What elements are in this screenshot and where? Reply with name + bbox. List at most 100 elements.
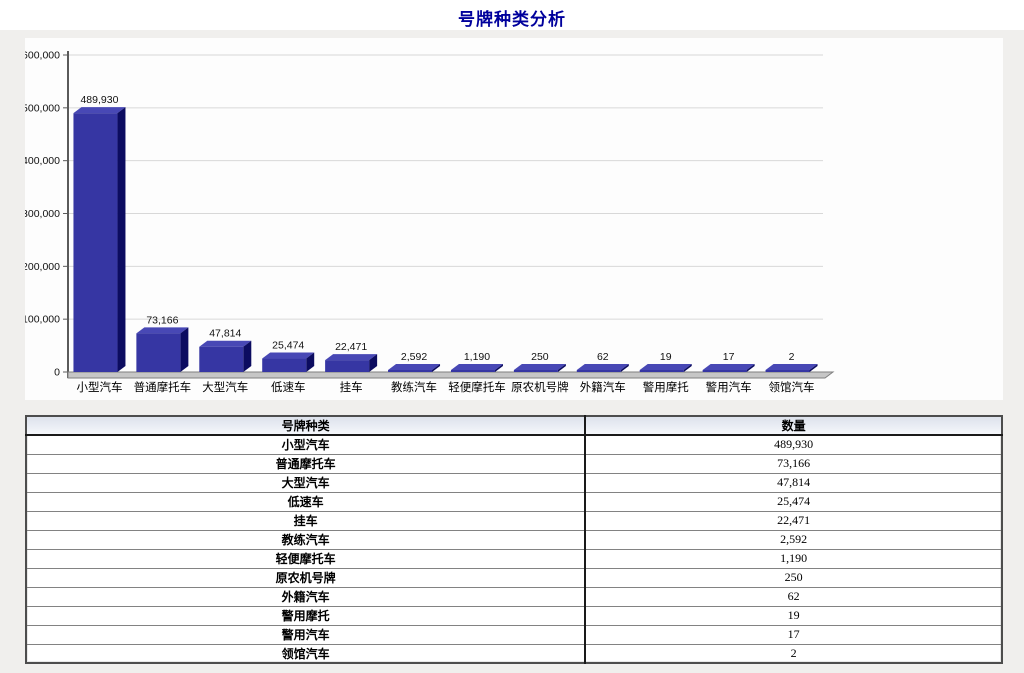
bar-value-label: 250	[531, 351, 549, 363]
table-row: 轻便摩托车 1,190	[26, 549, 1002, 569]
bar-top-face	[262, 352, 315, 359]
x-axis-category-label: 原农机号牌	[511, 380, 569, 394]
count-cell: 73,166	[585, 454, 1002, 474]
plate-type-cell: 低速车	[26, 492, 587, 512]
bar-value-label: 73,166	[146, 314, 178, 326]
table-row: 原农机号牌 250	[26, 568, 1002, 588]
count-cell: 2	[790, 645, 797, 660]
table-row: 低速车 25,474	[26, 492, 1002, 512]
bar	[388, 370, 433, 372]
bar-value-label: 19	[660, 351, 672, 363]
plate-type-cell: 小型汽车	[26, 435, 587, 455]
bar-side-face	[809, 364, 818, 372]
plate-type-cell: 大型汽车	[26, 473, 587, 493]
x-axis-category-label: 警用汽车	[706, 380, 752, 394]
y-axis-tick-label: 500,000	[25, 102, 60, 114]
plate-type-cell: 原农机号牌	[26, 568, 587, 588]
bar-side-face	[432, 364, 441, 372]
bar-value-label: 22,471	[335, 341, 367, 353]
chart-panel: 0 100,000 200,000 300,000 400,000 500,000 600,…	[25, 38, 1003, 400]
bar-top-face	[576, 364, 629, 370]
plate-type-cell: 警用摩托	[26, 606, 587, 626]
count-cell: 489,930	[585, 435, 1002, 455]
x-axis-category-label: 挂车	[340, 380, 363, 394]
bar-top-face	[450, 364, 503, 370]
table-row: 挂车 22,471	[26, 511, 1002, 531]
bar-side-face	[243, 340, 252, 372]
bar-value-label: 2	[789, 351, 795, 363]
table-row: 警用汽车 17	[26, 625, 1002, 645]
x-axis-category-label: 大型汽车	[202, 380, 248, 394]
bar-top-face	[199, 340, 252, 347]
data-table: 号牌种类 数量 小型汽车 489,930 普通摩托车 73,166 大型汽车 47,814…	[25, 415, 1003, 664]
chart-floor	[67, 371, 835, 379]
bar-top-face	[765, 364, 818, 370]
bar	[513, 370, 558, 372]
bar-top-face	[73, 107, 126, 114]
bar-value-label: 47,814	[209, 328, 241, 340]
bar-value-label: 62	[597, 351, 609, 363]
bar	[199, 346, 244, 372]
bar-top-face	[702, 364, 755, 370]
y-axis-tick-label: 200,000	[25, 261, 60, 273]
bar-side-face	[557, 364, 566, 372]
bar-side-face	[620, 364, 629, 372]
count-cell: 2,592	[585, 530, 1002, 550]
count-cell: 1,190	[585, 549, 1002, 569]
y-axis-tick-label: 600,000	[25, 50, 60, 62]
bar-top-face	[388, 364, 441, 370]
x-axis-category-label: 普通摩托车	[134, 380, 192, 394]
bar-top-face	[513, 364, 566, 370]
bar-side-face	[369, 354, 378, 372]
bar-top-face	[639, 364, 692, 370]
bar-top-face	[136, 327, 189, 334]
bar	[136, 333, 181, 372]
x-axis-category-label: 外籍汽车	[580, 380, 626, 394]
bar-value-label: 2,592	[401, 351, 427, 363]
count-cell: 22,471	[585, 511, 1002, 531]
bar	[702, 370, 747, 372]
page-title: 号牌种类分析	[458, 10, 566, 29]
data-table-wrap: 号牌种类 数量 小型汽车 489,930 普通摩托车 73,166 大型汽车 47,814…	[25, 415, 1003, 664]
bar	[262, 358, 307, 372]
bar	[450, 370, 495, 372]
table-row: 小型汽车 489,930	[26, 435, 1002, 455]
count-cell: 25,474	[585, 492, 1002, 512]
bar-side-face	[683, 364, 692, 372]
bar-side-face	[180, 327, 189, 372]
plate-type-cell: 领馆汽车	[26, 644, 587, 663]
x-axis-category-label: 警用摩托	[643, 380, 689, 394]
plate-type-cell: 外籍汽车	[26, 587, 587, 607]
table-row: 大型汽车 47,814	[26, 473, 1002, 493]
bar	[73, 113, 118, 372]
plate-type-cell: 教练汽车	[26, 530, 587, 550]
bar-value-label: 17	[723, 351, 735, 363]
bar-side-face	[117, 107, 126, 372]
table-row: 普通摩托车 73,166	[26, 454, 1002, 474]
table-header-row: 号牌种类 数量	[26, 416, 1002, 436]
y-axis-tick-label: 300,000	[25, 208, 60, 220]
bar	[325, 360, 370, 372]
table-row: 教练汽车 2,592	[26, 530, 1002, 550]
count-cell: 17	[585, 625, 1002, 645]
bar	[765, 370, 810, 372]
bar-top-face	[325, 354, 378, 361]
x-axis-category-label: 教练汽车	[391, 380, 437, 394]
table-row: 领馆汽车 2	[26, 644, 1002, 663]
bar-value-label: 25,474	[272, 340, 304, 352]
bar-side-face	[494, 364, 503, 372]
count-cell: 62	[585, 587, 1002, 607]
plate-type-cell: 挂车	[26, 511, 587, 531]
x-axis-category-label: 小型汽车	[76, 380, 122, 394]
bar	[576, 370, 621, 372]
bar-chart: 0 100,000 200,000 300,000 400,000 500,000 600,…	[25, 50, 835, 394]
y-axis-tick-label: 0	[54, 367, 60, 379]
count-cell: 47,814	[585, 473, 1002, 493]
bar-value-label: 1,190	[464, 351, 490, 363]
bar-value-label: 489,930	[80, 94, 118, 106]
table-row: 外籍汽车 62	[26, 587, 1002, 607]
y-axis-tick-label: 400,000	[25, 155, 60, 167]
title-band: 号牌种类分析	[0, 0, 1024, 30]
count-cell: 250	[585, 568, 1002, 588]
column-header-count: 数量	[585, 416, 1002, 436]
